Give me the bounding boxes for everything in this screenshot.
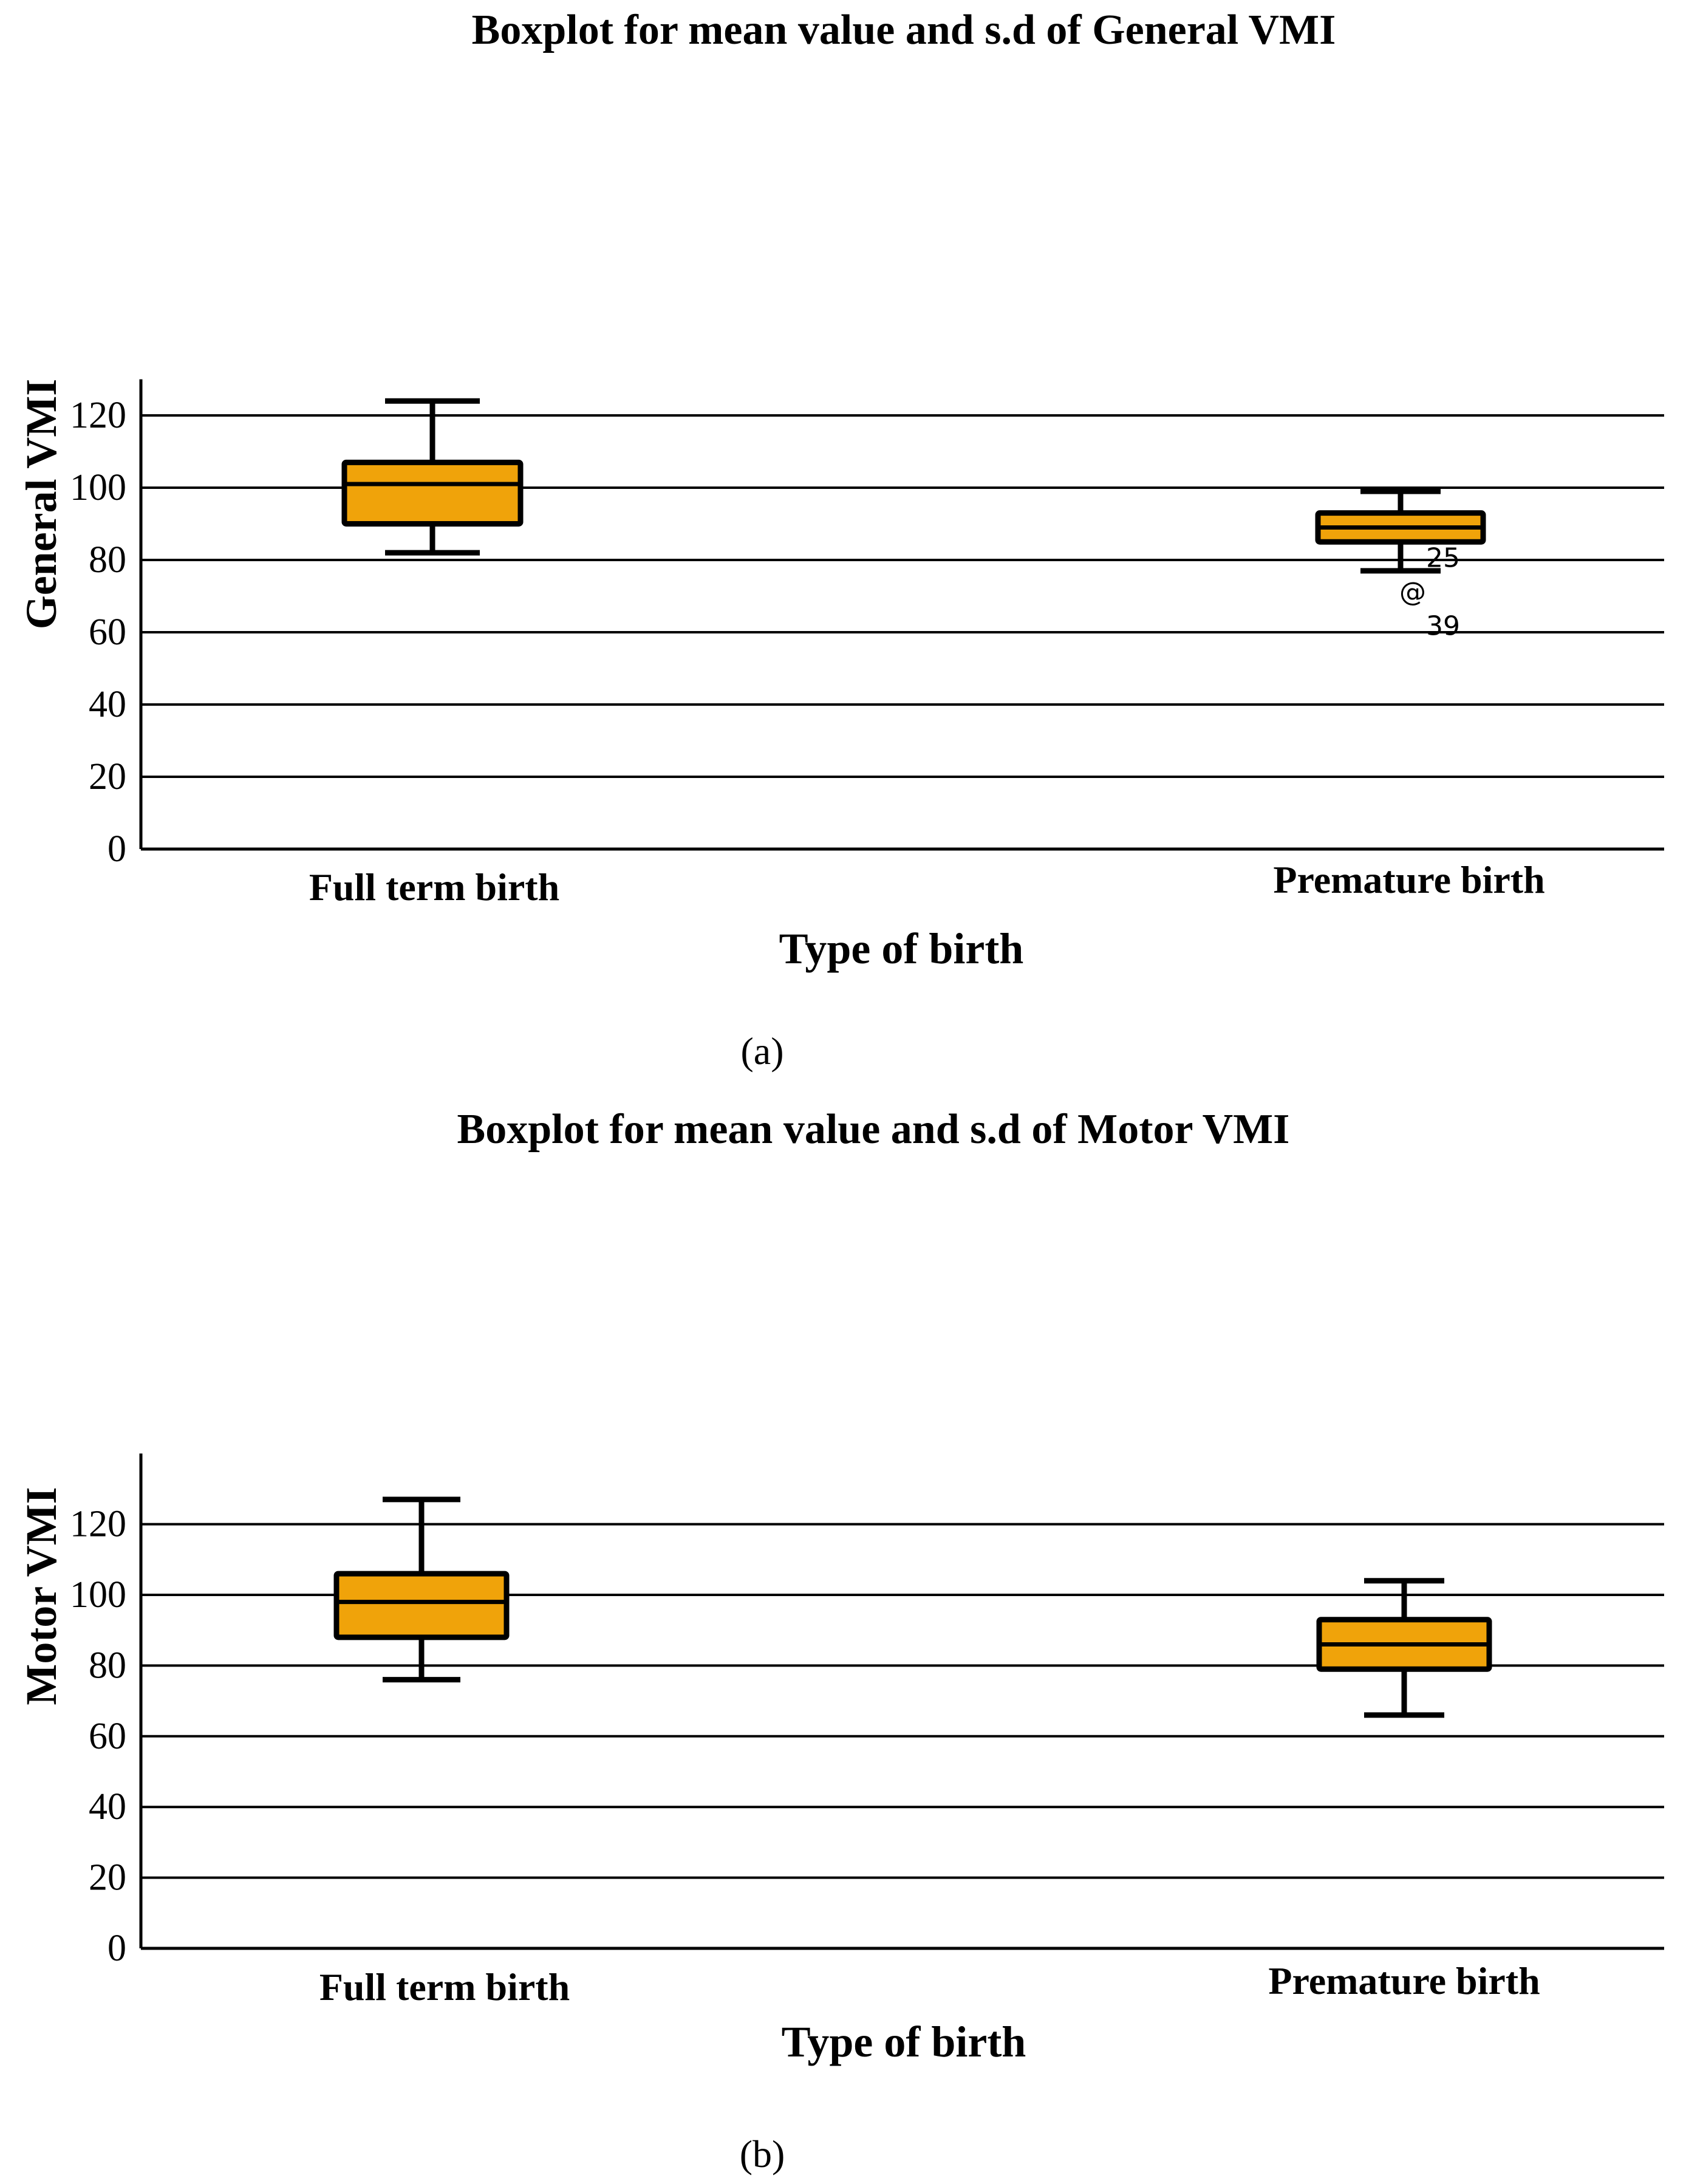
box-iqr [333, 1571, 510, 1640]
outlier-case-label: 25 [1426, 543, 1460, 574]
chart-panel-general-vmi: Boxplot for mean value and s.d of Genera… [17, 7, 1664, 1073]
x-axis-label: Type of birth [779, 924, 1024, 973]
box-full-term [333, 1496, 510, 1683]
boxplot-motor-vmi: Boxplot for mean value and s.d of Motor … [17, 1106, 1664, 2175]
chart-panel-motor-vmi: Boxplot for mean value and s.d of Motor … [0, 1092, 1686, 2184]
y-tick-labels: 0 20 40 60 80 100 120 [70, 1504, 126, 1969]
y-tick-label: 100 [70, 467, 126, 508]
box-premature [1316, 1578, 1492, 1718]
x-category-label: Premature birth [1268, 1959, 1540, 2002]
y-tick-label: 120 [70, 1504, 126, 1545]
boxplot-general-vmi: Boxplot for mean value and s.d of Genera… [17, 7, 1664, 1073]
y-tick-label: 80 [89, 1645, 126, 1686]
panel-label: (a) [740, 1029, 783, 1073]
box-full-term [341, 398, 524, 556]
x-category-labels: Full term birth Premature birth [319, 1959, 1540, 2008]
chart-title: Boxplot for mean value and s.d of Motor … [457, 1106, 1290, 1153]
outlier-markers: @25 39 [1399, 543, 1460, 642]
y-tick-label: 20 [89, 1857, 126, 1899]
y-tick-labels: 0 20 40 60 80 100 120 [70, 395, 126, 870]
outlier-case-label: 39 [1426, 611, 1460, 642]
box-series [341, 398, 1486, 574]
y-tick-label: 120 [70, 395, 126, 436]
box-premature [1315, 488, 1486, 574]
chart-title: Boxplot for mean value and s.d of Genera… [472, 7, 1336, 53]
y-tick-label: 100 [70, 1574, 126, 1616]
panel-label: (b) [740, 2132, 785, 2175]
y-axis-label: General VMI [17, 379, 66, 630]
y-tick-label: 0 [108, 1928, 126, 1969]
x-category-labels: Full term birth Premature birth [309, 858, 1545, 909]
y-tick-label: 0 [108, 828, 126, 870]
x-axis-label: Type of birth [782, 2018, 1026, 2066]
x-category-label: Full term birth [309, 865, 559, 909]
x-category-label: Full term birth [319, 1965, 570, 2008]
y-tick-label: 80 [89, 539, 126, 581]
y-tick-label: 60 [89, 612, 126, 653]
box-series [333, 1496, 1492, 1718]
y-tick-label: 40 [89, 1786, 126, 1827]
y-tick-label: 40 [89, 684, 126, 725]
x-category-label: Premature birth [1273, 858, 1544, 901]
box-iqr [341, 459, 524, 527]
y-tick-label: 60 [89, 1716, 126, 1757]
y-tick-label: 20 [89, 756, 126, 797]
y-axis-label: Motor VMI [17, 1487, 66, 1705]
outlier-symbol: @ [1399, 577, 1426, 608]
